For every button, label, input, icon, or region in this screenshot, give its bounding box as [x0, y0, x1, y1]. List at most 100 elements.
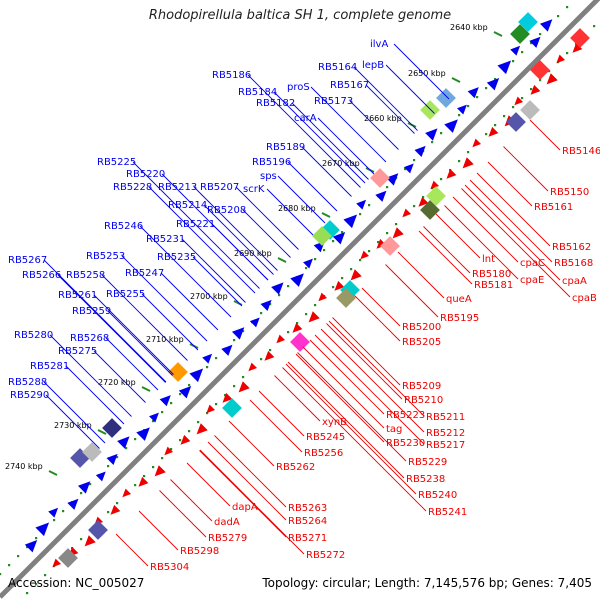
minus-gene-label: RB5210 — [404, 395, 443, 406]
ruler-label: 2680 kbp — [278, 204, 316, 213]
plus-gene-arrow — [260, 299, 272, 312]
ruler-dot — [35, 583, 38, 586]
plus-gene-arrow — [24, 540, 38, 553]
plus-gene-arrow — [136, 427, 150, 441]
plus-leader-line — [181, 238, 246, 303]
minus-gene-arrow — [264, 350, 275, 361]
ruler-dot — [512, 60, 515, 63]
plus-gene-label: RB5167 — [330, 80, 369, 91]
plus-gene-arrow — [189, 368, 204, 383]
plus-gene-arrow — [425, 128, 438, 141]
minus-leader-line — [354, 295, 401, 342]
minus-leader-line — [320, 328, 425, 433]
minus-gene-arrow — [206, 404, 216, 414]
minus-leader-line — [199, 449, 305, 555]
feature-block — [336, 288, 356, 308]
plus-gene-label: RB5275 — [58, 346, 97, 357]
genome-summary: Topology: circular; Length: 7,145,576 bp… — [262, 576, 592, 590]
ruler-dot — [269, 349, 272, 352]
plus-gene-label: RB5228 — [113, 182, 152, 193]
plus-leader-line — [139, 225, 232, 318]
plus-gene-label: RB5221 — [176, 219, 215, 230]
ruler-dot — [539, 79, 542, 82]
minus-leader-line — [464, 184, 561, 281]
minus-gene-label: tag — [386, 424, 402, 435]
minus-gene-arrow — [110, 504, 121, 515]
minus-leader-line — [385, 264, 439, 318]
ruler-dot — [503, 115, 506, 118]
ruler-dot — [458, 160, 461, 163]
minus-gene-label: RB5298 — [180, 546, 219, 557]
plus-leader-line — [193, 186, 278, 271]
plus-leader-line — [273, 91, 366, 184]
plus-gene-arrow — [303, 258, 313, 269]
ruler-dot — [494, 78, 497, 81]
minus-gene-label: lnt — [482, 254, 495, 265]
minus-leader-line — [258, 390, 305, 437]
ruler-tick — [451, 77, 461, 83]
minus-leader-line — [469, 179, 553, 263]
minus-gene-label: RB5211 — [426, 412, 465, 423]
feature-block — [420, 100, 440, 120]
minus-leader-line — [228, 420, 275, 467]
plus-leader-line — [349, 100, 399, 150]
minus-leader-line — [326, 323, 403, 400]
minus-gene-label: cpaE — [520, 275, 544, 286]
ruler-dot — [233, 385, 236, 388]
ruler-dot — [269, 303, 272, 306]
plus-leader-line — [393, 43, 450, 100]
ruler-label: 2700 kbp — [190, 292, 228, 301]
minus-gene-label: RB5229 — [408, 457, 447, 468]
minus-leader-line — [503, 146, 549, 192]
ruler-dot — [80, 492, 83, 495]
minus-gene-arrow — [350, 269, 362, 281]
minus-leader-line — [476, 172, 551, 247]
plus-gene-arrow — [457, 104, 467, 115]
plus-gene-arrow — [375, 190, 387, 202]
minus-leader-line — [207, 441, 287, 521]
minus-leader-line — [249, 399, 303, 453]
minus-gene-arrow — [556, 54, 566, 64]
ruler-dot — [350, 268, 353, 271]
ruler-dot — [566, 6, 569, 9]
minus-leader-line — [309, 339, 385, 415]
ruler-dot — [215, 403, 218, 406]
plus-gene-label: RB5267 — [8, 255, 47, 266]
ruler-dot — [332, 286, 335, 289]
plus-gene-label: RB5182 — [256, 98, 295, 109]
minus-gene-label: RB5223 — [386, 410, 425, 421]
minus-gene-label: RB5263 — [288, 503, 327, 514]
plus-leader-line — [365, 84, 415, 134]
minus-leader-line — [285, 363, 417, 495]
ruler-dot — [242, 330, 245, 333]
ruler-dot — [197, 421, 200, 424]
ruler-dot — [287, 331, 290, 334]
ruler-dot — [296, 322, 299, 325]
minus-gene-arrow — [402, 208, 412, 218]
minus-gene-label: cpaB — [572, 293, 597, 304]
ruler-dot — [593, 25, 596, 28]
plus-gene-label: RB5259 — [72, 306, 111, 317]
plus-leader-line — [105, 337, 159, 391]
plus-gene-arrow — [48, 507, 59, 518]
minus-gene-arrow — [360, 250, 370, 260]
ruler-dot — [485, 133, 488, 136]
minus-leader-line — [274, 375, 321, 422]
ruler-dot — [116, 502, 119, 505]
plus-gene-label: RB5196 — [252, 157, 291, 168]
ruler-dot — [53, 519, 56, 522]
minus-gene-arrow — [472, 138, 482, 148]
ruler-dot — [413, 159, 416, 162]
ruler-dot — [107, 511, 110, 514]
plus-gene-arrow — [67, 498, 79, 510]
minus-gene-arrow — [276, 334, 286, 344]
plus-leader-line — [242, 209, 291, 258]
ruler-dot — [287, 285, 290, 288]
map-title: Rhodopirellula baltica SH 1, complete ge… — [148, 8, 452, 23]
ruler-dot — [458, 114, 461, 117]
ruler-dot — [89, 483, 92, 486]
minus-gene-label: RB5230 — [386, 438, 425, 449]
feature-block — [506, 112, 526, 132]
minus-gene-label: RB5256 — [304, 448, 343, 459]
ruler-dot — [188, 384, 191, 387]
